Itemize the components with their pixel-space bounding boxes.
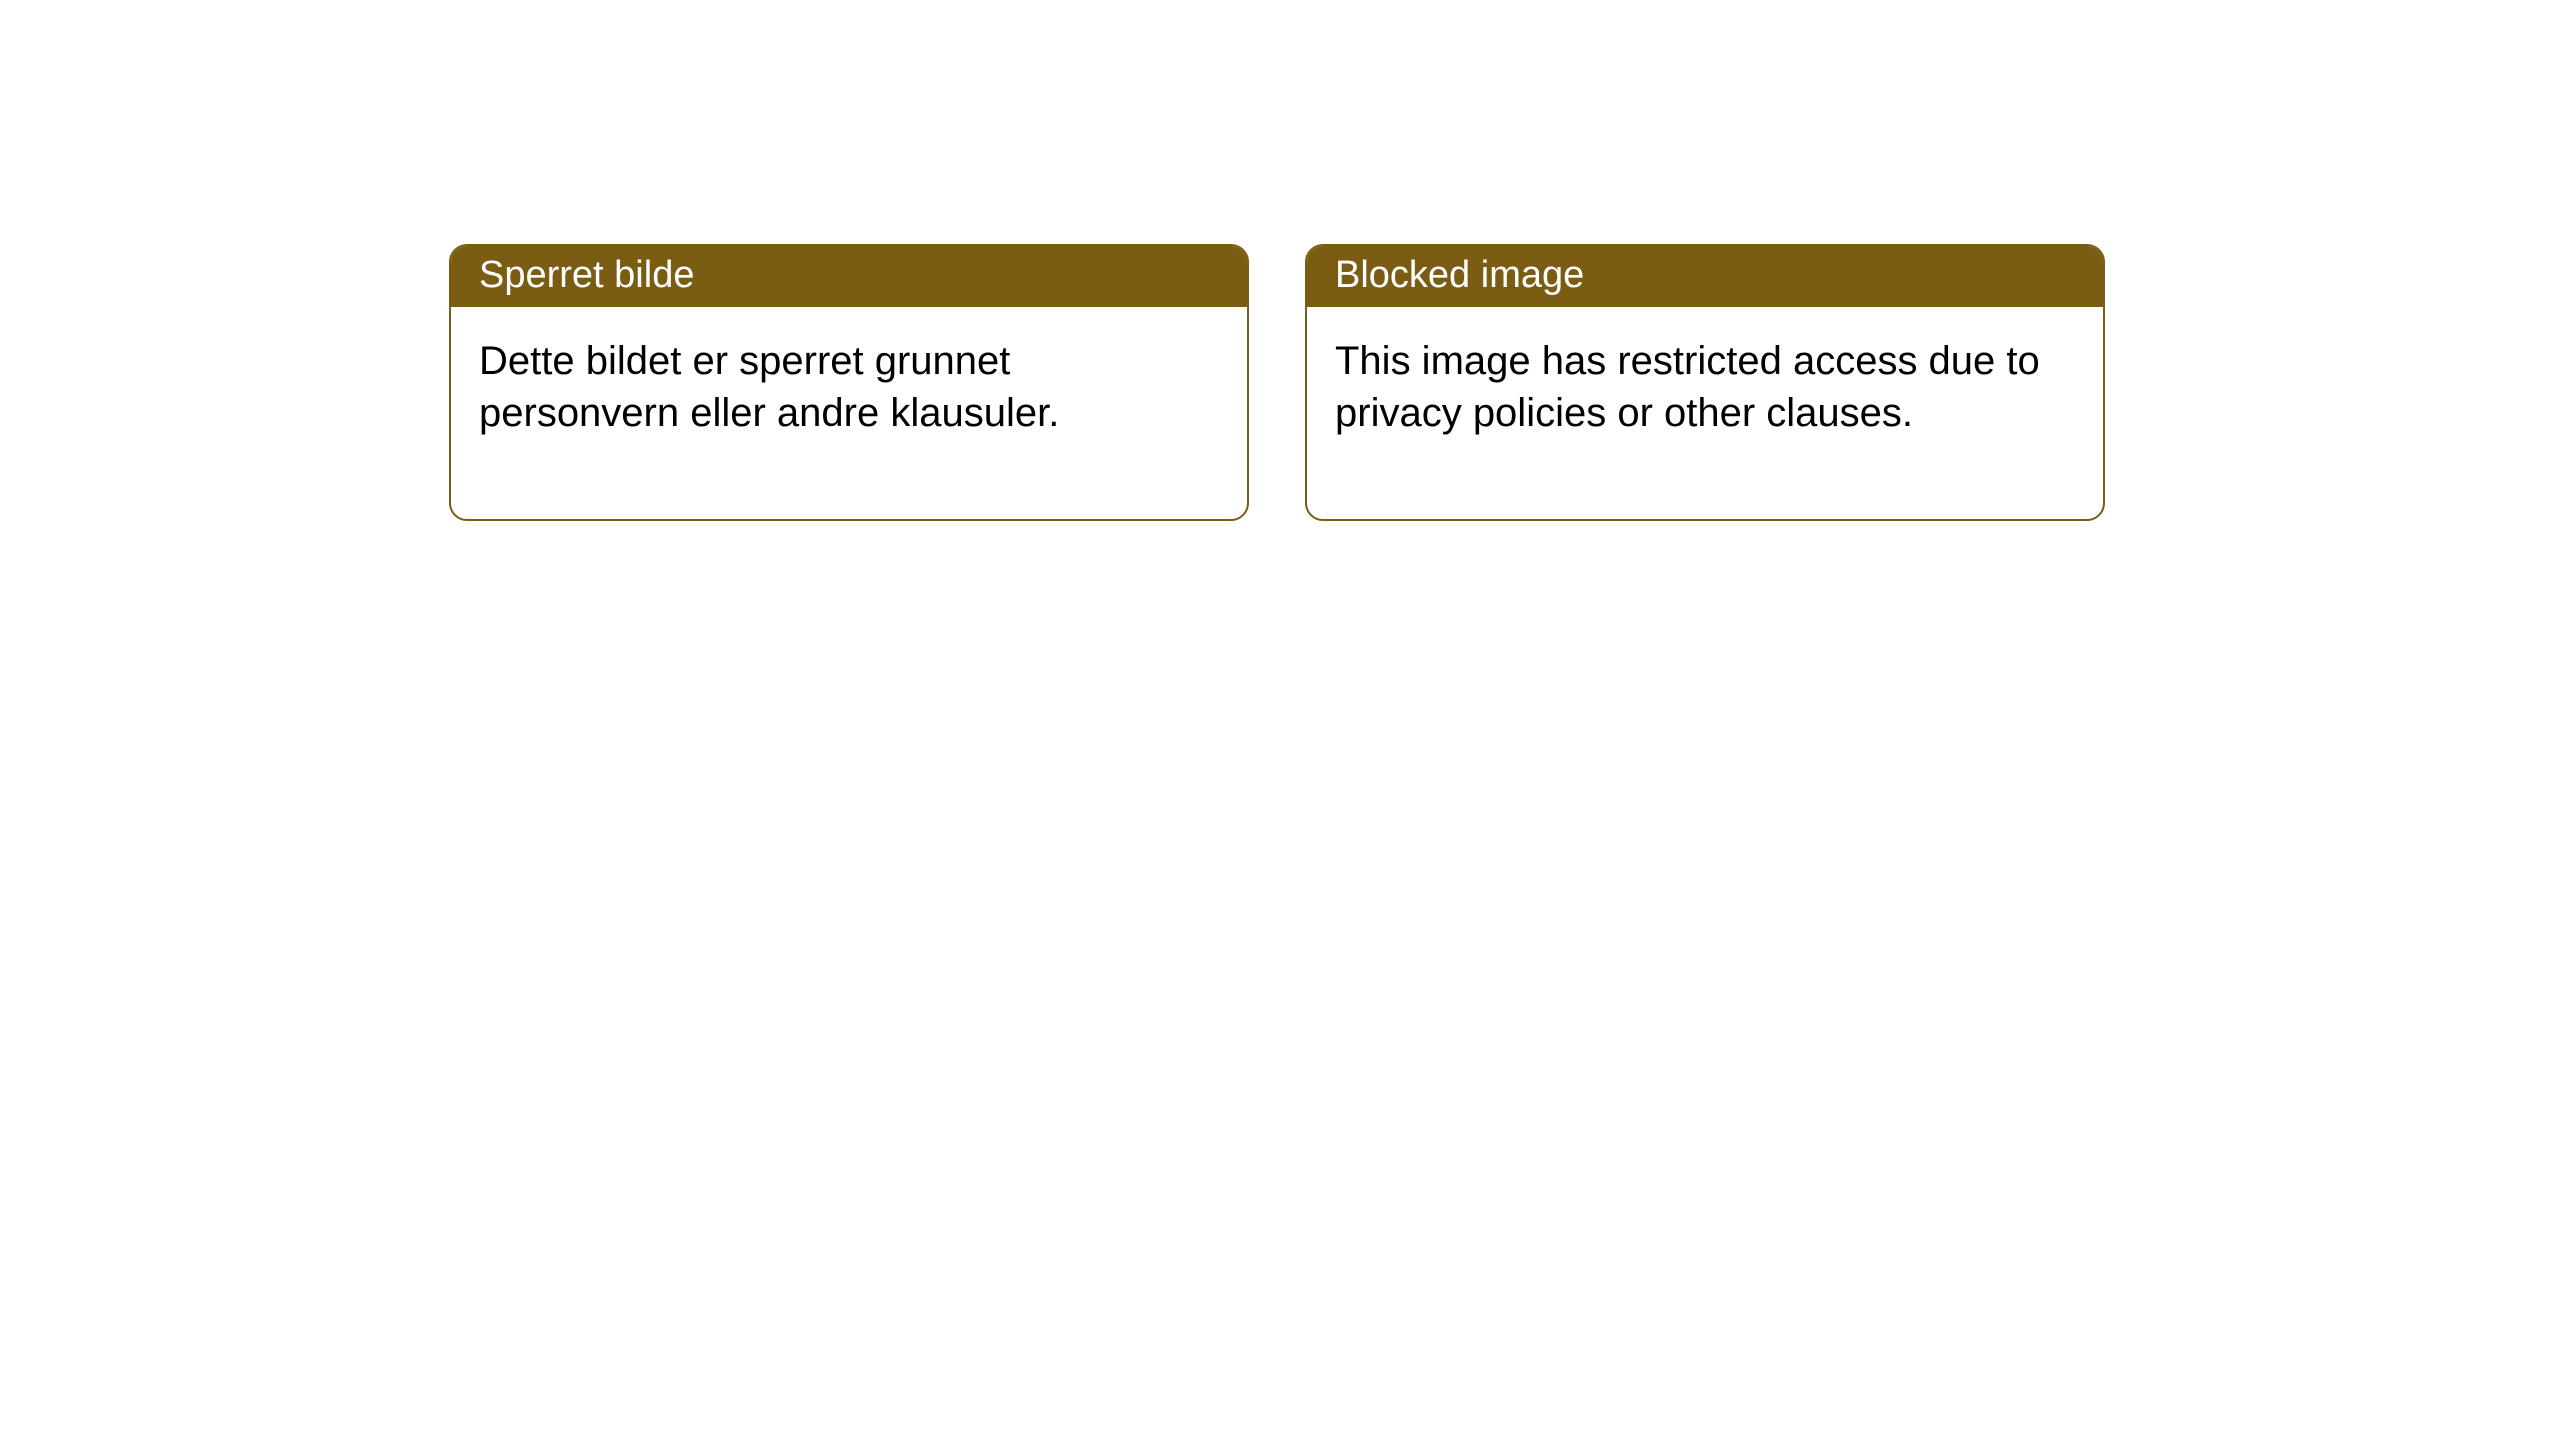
notice-header: Blocked image	[1307, 246, 2103, 307]
notice-box-norwegian: Sperret bilde Dette bildet er sperret gr…	[449, 244, 1249, 521]
notice-box-english: Blocked image This image has restricted …	[1305, 244, 2105, 521]
notice-body: This image has restricted access due to …	[1307, 307, 2103, 519]
notice-body: Dette bildet er sperret grunnet personve…	[451, 307, 1247, 519]
notice-container: Sperret bilde Dette bildet er sperret gr…	[449, 244, 2105, 521]
notice-header: Sperret bilde	[451, 246, 1247, 307]
